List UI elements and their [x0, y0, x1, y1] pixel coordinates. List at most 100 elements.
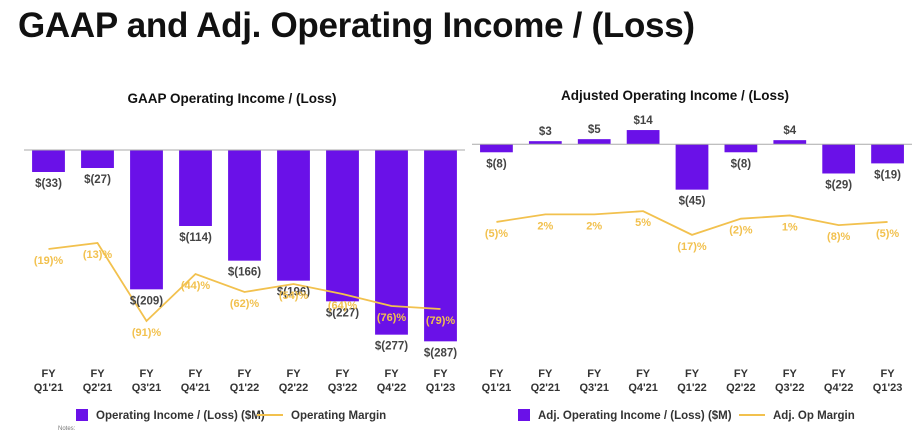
x-tick-label: Q1'22 [677, 382, 707, 394]
bar [626, 130, 660, 145]
margin-label: (79)% [426, 315, 456, 327]
legend-label: Operating Income / (Loss) ($M) [96, 410, 265, 422]
chart-title: Adjusted Operating Income / (Loss) [561, 88, 789, 103]
x-tick-label: FY [636, 368, 651, 380]
x-tick-label: Q3'21 [132, 382, 162, 394]
margin-label: (5)% [876, 228, 899, 240]
page-title: GAAP and Adj. Operating Income / (Loss) [18, 6, 695, 45]
margin-label: (19)% [34, 255, 64, 267]
margin-label: (2)% [729, 225, 752, 237]
x-tick-label: Q3'21 [579, 382, 609, 394]
margin-label: (76)% [377, 312, 407, 324]
margin-label: (64)% [328, 300, 358, 312]
x-tick-label: Q3'22 [328, 382, 358, 394]
margin-label: 2% [586, 220, 602, 232]
x-tick-label: Q1'23 [873, 382, 903, 394]
x-tick-label: FY [685, 368, 700, 380]
bar [822, 144, 856, 174]
x-tick-label: FY [286, 368, 301, 380]
bar-value-label: $(209) [130, 295, 163, 307]
x-tick-label: Q4'22 [824, 382, 854, 394]
margin-label: (17)% [677, 241, 707, 253]
x-tick-label: Q4'21 [628, 382, 658, 394]
x-tick-label: FY [433, 368, 448, 380]
bar-value-label: $(114) [179, 232, 212, 244]
bar-value-label: $14 [634, 115, 654, 127]
margin-line [48, 242, 441, 323]
legend-label: Adj. Op Margin [773, 410, 855, 422]
bar-value-label: $(196) [277, 287, 310, 299]
x-tick-label: FY [489, 368, 504, 380]
bar [773, 140, 807, 145]
x-tick-label: Q2'21 [83, 382, 113, 394]
bar [675, 144, 709, 190]
x-tick-label: Q3'22 [775, 382, 805, 394]
margin-label: (91)% [132, 327, 162, 339]
bar-value-label: $3 [539, 126, 552, 138]
notes-label: Notes: [58, 426, 76, 432]
bar [179, 150, 212, 226]
legend-label: Adj. Operating Income / (Loss) ($M) [538, 410, 732, 422]
chart-title: GAAP Operating Income / (Loss) [127, 91, 336, 106]
chart-1: GAAP Operating Income / (Loss) $(33) $(27)… [24, 91, 465, 422]
x-tick-label: Q1'21 [482, 382, 512, 394]
margin-label: 1% [782, 221, 798, 233]
bar [577, 139, 611, 145]
x-tick-label: FY [41, 368, 56, 380]
margin-label: (44)% [181, 280, 211, 292]
bar-value-label: $(33) [35, 178, 62, 190]
x-tick-label: Q4'22 [377, 382, 407, 394]
bar-value-label: $(277) [375, 341, 408, 353]
x-tick-label: Q1'21 [34, 382, 64, 394]
x-tick-label: FY [90, 368, 105, 380]
bar-value-label: $(166) [228, 267, 261, 279]
bar [424, 150, 457, 342]
x-tick-label: FY [188, 368, 203, 380]
margin-label: 2% [537, 220, 553, 232]
x-tick-label: FY [832, 368, 847, 380]
bar-value-label: $(19) [874, 169, 901, 181]
legend-label: Operating Margin [291, 410, 386, 422]
bar [81, 150, 114, 168]
x-tick-label: FY [139, 368, 154, 380]
x-tick-label: Q4'21 [181, 382, 211, 394]
margin-label: (62)% [230, 298, 260, 310]
x-tick-label: FY [538, 368, 553, 380]
bar [130, 150, 163, 290]
x-tick-label: FY [734, 368, 749, 380]
bar-value-label: $(287) [424, 347, 457, 359]
bar [228, 150, 261, 261]
bar [32, 150, 65, 172]
x-tick-label: Q1'22 [230, 382, 260, 394]
chart-2: Adjusted Operating Income / (Loss) $(8) $3… [472, 88, 912, 422]
x-tick-label: Q2'22 [279, 382, 309, 394]
x-tick-label: FY [783, 368, 798, 380]
x-tick-label: FY [587, 368, 602, 380]
bar-value-label: $5 [588, 124, 601, 136]
bar [480, 144, 513, 153]
bar-value-label: $(27) [84, 174, 111, 186]
margin-label: (13)% [83, 249, 113, 261]
bar-value-label: $4 [783, 125, 796, 137]
x-tick-label: Q1'23 [426, 382, 456, 394]
bar [724, 144, 758, 153]
bar-value-label: $(29) [825, 179, 852, 191]
bar-value-label: $(8) [731, 158, 752, 170]
x-tick-label: FY [237, 368, 252, 380]
bar-value-label: $(8) [486, 158, 507, 170]
x-tick-label: FY [384, 368, 399, 380]
x-tick-label: FY [335, 368, 350, 380]
bar [277, 150, 310, 281]
bar-value-label: $(45) [679, 196, 706, 208]
legend-swatch-bar [518, 409, 530, 421]
margin-line [496, 210, 888, 236]
x-tick-label: FY [881, 368, 896, 380]
bar [326, 150, 359, 302]
x-tick-label: Q2'21 [531, 382, 561, 394]
margin-label: (8)% [827, 231, 850, 243]
margin-label: (54)% [279, 290, 309, 302]
bar-value-label: $(227) [326, 307, 359, 319]
bar [528, 141, 562, 145]
margin-label: 5% [635, 217, 651, 229]
